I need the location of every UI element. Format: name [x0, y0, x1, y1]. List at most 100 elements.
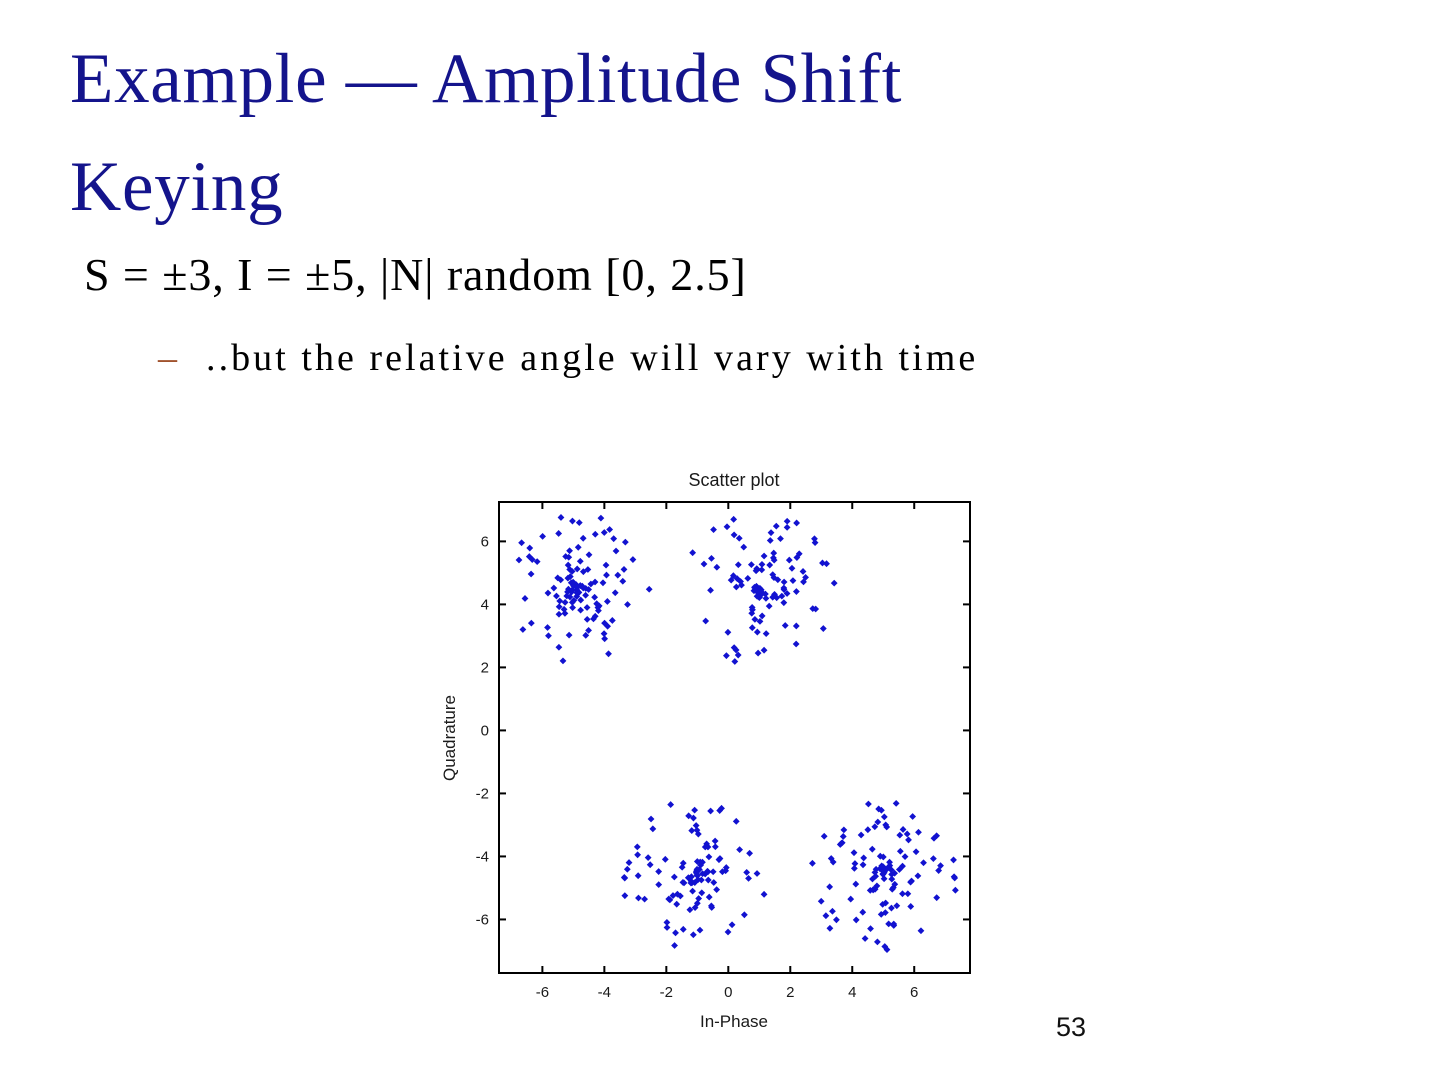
scatter-point	[568, 567, 576, 575]
scatter-point	[692, 869, 700, 877]
scatter-point	[713, 886, 721, 894]
scatter-point	[829, 907, 836, 915]
scatter-point	[710, 526, 717, 534]
scatter-point	[731, 658, 739, 665]
scatter-point	[886, 858, 893, 866]
scatter-point	[573, 589, 581, 597]
scatter-point	[700, 560, 708, 568]
scatter-point	[692, 822, 700, 829]
scatter-point	[867, 925, 874, 933]
scatter-point	[515, 556, 523, 564]
scatter-point	[702, 617, 710, 625]
scatter-point	[751, 584, 759, 592]
scatter-point	[679, 925, 687, 933]
scatter-point	[896, 831, 904, 839]
tick-label: -4	[476, 848, 489, 865]
scatter-point	[840, 826, 848, 834]
scatter-point	[707, 902, 715, 910]
scatter-point	[564, 561, 572, 569]
scatter-point	[733, 575, 741, 583]
scatter-point	[909, 813, 917, 820]
scatter-point	[591, 530, 599, 538]
scatter-point	[826, 924, 834, 932]
scatter-point	[880, 813, 888, 821]
scatter-point	[758, 612, 766, 620]
scatter-point	[614, 571, 622, 579]
scatter-point	[785, 556, 793, 564]
chart-title: Scatter plot	[688, 470, 779, 490]
scatter-point	[792, 588, 800, 595]
scatter-point	[851, 860, 859, 867]
scatter-point	[684, 874, 692, 882]
scatter-point	[527, 570, 535, 578]
scatter-point	[560, 605, 568, 613]
scatter-point	[582, 631, 590, 639]
scatter-point	[865, 800, 872, 808]
scatter-point	[783, 590, 791, 597]
scatter-point	[691, 879, 699, 886]
scatter-point	[888, 875, 896, 883]
scatter-point	[770, 556, 778, 564]
scatter-point	[732, 817, 740, 825]
scatter-point	[629, 556, 637, 563]
scatter-point	[753, 870, 761, 877]
scatter-point	[533, 558, 541, 565]
scatter-point	[577, 596, 585, 604]
scatter-point	[730, 515, 738, 523]
scatter-point	[899, 862, 906, 870]
scatter-point	[850, 864, 858, 872]
scatter-point	[734, 651, 742, 659]
scatter-point	[799, 568, 807, 575]
scatter-point	[550, 584, 558, 592]
scatter-point	[623, 865, 631, 873]
scatter-point	[568, 588, 575, 596]
scatter-point	[769, 571, 777, 579]
scatter-point	[641, 895, 648, 903]
scatter-point	[556, 597, 564, 605]
scatter-point	[950, 856, 957, 864]
scatter-point	[929, 855, 937, 863]
scatter-point	[553, 592, 560, 600]
scatter-point	[753, 628, 761, 636]
scatter-point	[752, 567, 760, 575]
scatter-point	[608, 617, 616, 624]
scatter-point	[766, 537, 774, 544]
scatter-point	[568, 598, 576, 606]
scatter-point	[708, 554, 715, 562]
scatter-point	[724, 628, 732, 636]
scatter-point	[740, 911, 748, 919]
scatter-point	[585, 626, 592, 634]
scatter-point	[852, 880, 860, 888]
scatter-point	[577, 606, 584, 614]
scatter-point	[930, 834, 938, 842]
scatter-point	[624, 601, 631, 608]
scatter-point	[704, 868, 712, 876]
scatter-point	[738, 581, 745, 589]
scatter-point	[727, 576, 735, 584]
scatter-point	[693, 826, 701, 834]
plot-points	[515, 514, 959, 953]
scatter-point	[601, 635, 609, 643]
scatter-point	[713, 563, 721, 571]
scatter-point	[689, 549, 697, 557]
y-tick-labels: -6 -4 -2 0 2 4 6	[476, 533, 489, 928]
scatter-point	[823, 560, 830, 568]
scatter-point	[719, 868, 726, 876]
scatter-point	[933, 894, 941, 902]
scatter-point	[691, 806, 699, 814]
scatter-point	[757, 586, 765, 594]
scatter-point	[685, 812, 693, 820]
scatter-point	[871, 885, 879, 893]
scatter-point	[771, 590, 778, 598]
tick-label: -6	[476, 911, 489, 928]
scatter-point	[545, 632, 552, 640]
scatter-point	[812, 605, 820, 613]
scatter-point	[920, 859, 927, 867]
scatter-point	[539, 532, 547, 540]
scatter-point	[587, 580, 595, 588]
scatter-point	[661, 855, 669, 863]
scatter-point	[811, 535, 818, 543]
scatter-point	[746, 849, 753, 857]
scatter-point	[698, 889, 706, 897]
